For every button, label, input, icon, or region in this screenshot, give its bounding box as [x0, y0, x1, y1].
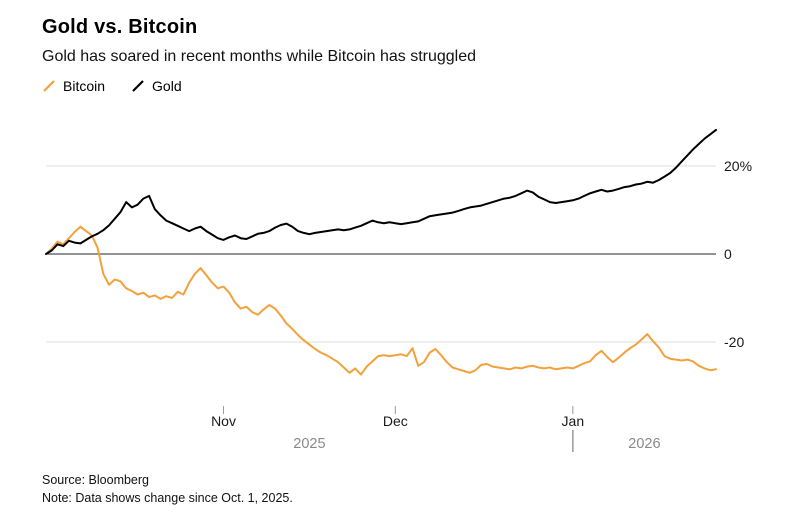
source-text: Source: Bloomberg [42, 473, 150, 487]
gold-line-icon [131, 79, 145, 93]
year-label: 2026 [628, 436, 660, 452]
chart-footer: Source: Bloomberg Note: Data shows chang… [0, 460, 800, 507]
x-axis-month-label: Nov [211, 413, 236, 429]
legend-item-gold: Gold [131, 78, 182, 94]
bitcoin-line-icon [42, 79, 56, 93]
legend-item-bitcoin: Bitcoin [42, 78, 105, 94]
bitcoin-series-line [45, 225, 717, 376]
year-label: 2025 [293, 436, 325, 452]
legend-label-gold: Gold [152, 78, 182, 94]
chart-subtitle: Gold has soared in recent months while B… [42, 48, 477, 65]
note-text: Note: Data shows change since Oct. 1, 20… [42, 490, 293, 505]
legend-label-bitcoin: Bitcoin [63, 78, 106, 94]
chart-header: Gold vs. Bitcoin Gold has soared in rece… [0, 0, 800, 94]
y-axis-label: 20% [724, 158, 752, 174]
x-axis-month-label: Dec [383, 413, 408, 429]
line-chart: 20% 0 -20 Nov Dec Jan 2025 2026 [45, 128, 752, 452]
legend: Bitcoin Gold [42, 78, 758, 94]
chart-title: Gold vs. Bitcoin [42, 16, 198, 38]
gold-series-line [45, 128, 717, 255]
x-axis-month-label: Jan [562, 413, 585, 429]
y-axis-label: -20 [724, 334, 744, 350]
y-axis-label: 0 [724, 246, 732, 262]
